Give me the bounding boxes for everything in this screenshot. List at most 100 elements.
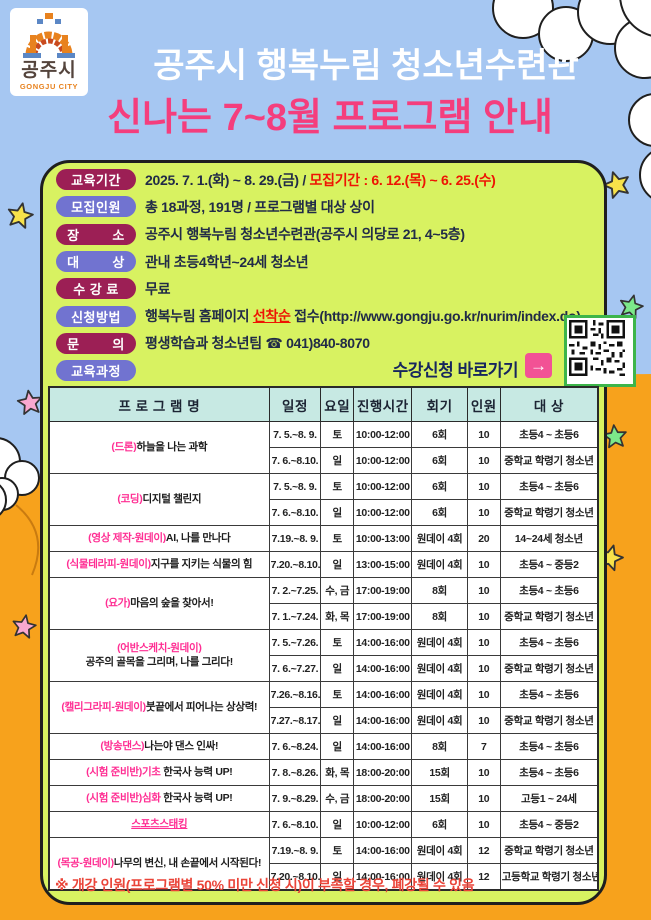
program-name-cell: (시험 준비반)심화 한국사 능력 UP! xyxy=(48,785,270,812)
sessions-cell: 원데이 4회 xyxy=(411,655,468,682)
target-cell: 중학교 학령기 청소년 xyxy=(499,447,599,474)
target-cell: 중학교 학령기 청소년 xyxy=(499,707,599,734)
program-title: 지구를 지키는 식물의 힘 xyxy=(150,557,253,570)
course-row: 7.20.~8.10. 일 14:00-16:00 원데이 4회 12 고등학교 학령기 … xyxy=(49,863,599,891)
program-name-cell: (어반스케치-원데이) 공주의 골목을 그리며, 나를 그리다! xyxy=(48,629,270,682)
course-table-body: (드론)하늘을 나는 과학 7. 5.~8. 9. 토 10:00-12:00 6회 10… xyxy=(48,421,599,891)
sessions-cell: 원데이 4회 xyxy=(411,525,468,552)
program-name-cell: (방송댄스)나는야 댄스 인싸! xyxy=(48,733,270,760)
course-row: 7.27.~8.17. 일 14:00-16:00 원데이 4회 10 중학교 학령기 청… xyxy=(49,707,599,734)
target-cell: 고등학교 학령기 청소년 xyxy=(499,863,599,891)
target-cell: 중학교 학령기 청소년 xyxy=(499,603,599,630)
course-row: (시험 준비반)심화 한국사 능력 UP! 7. 9.~8.29. 수, 금 18:0… xyxy=(48,785,599,812)
time-cell: 17:00-19:00 xyxy=(353,603,413,630)
sessions-cell: 6회 xyxy=(411,499,468,526)
ground-swirl xyxy=(15,504,40,576)
capacity-cell: 7 xyxy=(466,733,501,760)
target-cell: 초등4 ~ 초등6 xyxy=(499,759,599,786)
program-name-cell: (캘리그라피-원데이)붓끝에서 피어나는 상상력! xyxy=(48,681,270,734)
qr-code xyxy=(564,315,636,387)
course-row: 7. 6.~8.10. 일 10:00-12:00 6회 10 중학교 학령기 청소년 xyxy=(49,447,599,474)
capacity-cell: 10 xyxy=(466,577,501,604)
target-cell: 14~24세 청소년 xyxy=(499,525,599,552)
program-category: (캘리그라피-원데이) xyxy=(61,700,146,713)
sessions-cell: 원데이 4회 xyxy=(411,863,468,891)
time-cell: 18:00-20:00 xyxy=(353,785,413,812)
day-cell: 토 xyxy=(320,473,355,500)
target-cell: 초등4 ~ 초등6 xyxy=(499,421,599,448)
sessions-cell: 원데이 4회 xyxy=(411,681,468,708)
course-row: (어반스케치-원데이) 공주의 골목을 그리며, 나를 그리다! 7. 5.~7.2… xyxy=(48,629,599,682)
program-name-cell: (영상 제작-원데이)AI, 나를 만나다 xyxy=(48,525,270,552)
target-cell: 고등1 ~ 24세 xyxy=(499,785,599,812)
schedule-cell: 7.20.~8.10. xyxy=(268,551,322,578)
program-info-panel: 교육기간 2025. 7. 1.(화) ~ 8. 29.(금) / 모집기간 : … xyxy=(40,160,636,905)
day-cell: 화, 목 xyxy=(320,603,355,630)
program-title: 한국사 능력 UP! xyxy=(160,765,233,778)
schedule-cell: 7. 5.~8. 9. xyxy=(268,473,322,500)
day-cell: 일 xyxy=(320,551,355,578)
day-cell: 수, 금 xyxy=(320,785,355,812)
time-cell: 14:00-16:00 xyxy=(353,733,413,760)
qr-pattern xyxy=(569,320,625,376)
time-cell: 10:00-13:00 xyxy=(353,525,413,552)
program-category: (드론) xyxy=(111,440,137,453)
target-cell: 중학교 학령기 청소년 xyxy=(499,655,599,682)
sessions-cell: 원데이 4회 xyxy=(411,629,468,656)
program-title: 한국사 능력 UP! xyxy=(160,791,233,804)
program-category: (영상 제작-원데이) xyxy=(88,531,166,544)
column-header: 회기 xyxy=(411,386,468,422)
schedule-cell: 7. 5.~8. 9. xyxy=(268,421,322,448)
course-table-header-row: 프 로 그 램 명 일정 요일 진행시간 회기 인원 대 상 xyxy=(48,386,599,422)
day-cell: 일 xyxy=(320,447,355,474)
column-header: 일정 xyxy=(268,386,322,422)
target-cell: 초등4 ~ 중등2 xyxy=(499,551,599,578)
course-row: (요가)마음의 숲을 찾아서! 7. 2.~7.25. 수, 금 17:00-19:0… xyxy=(48,577,599,630)
day-cell: 일 xyxy=(320,499,355,526)
time-cell: 13:00-15:00 xyxy=(353,551,413,578)
day-cell: 일 xyxy=(320,733,355,760)
time-cell: 10:00-12:00 xyxy=(353,499,413,526)
program-category: (식물테라피-원데이) xyxy=(66,557,151,570)
course-row: (코딩)디지털 챌린지 7. 5.~8. 9. 토 10:00-12:00 6회 10 초등… xyxy=(48,473,599,526)
day-cell: 토 xyxy=(320,525,355,552)
course-row: (시험 준비반)기초 한국사 능력 UP! 7. 8.~8.26. 화, 목 18:0… xyxy=(48,759,599,786)
sessions-cell: 6회 xyxy=(411,421,468,448)
cloud-top-right xyxy=(492,0,651,199)
sessions-cell: 8회 xyxy=(411,577,468,604)
sessions-cell: 15회 xyxy=(411,759,468,786)
target-cell: 초등4 ~ 초등6 xyxy=(499,473,599,500)
capacity-cell: 20 xyxy=(466,525,501,552)
day-cell: 일 xyxy=(320,811,355,838)
time-cell: 14:00-16:00 xyxy=(353,707,413,734)
sessions-cell: 8회 xyxy=(411,733,468,760)
time-cell: 18:00-20:00 xyxy=(353,759,413,786)
schedule-cell: 7. 6.~8.24. xyxy=(268,733,322,760)
course-table: 프 로 그 램 명 일정 요일 진행시간 회기 인원 대 상 (드론)하늘을 나는 과학 7.… xyxy=(48,386,599,891)
capacity-cell: 12 xyxy=(466,863,501,891)
info-badge: 모집인원 xyxy=(56,196,136,218)
program-title: 나는야 댄스 인싸! xyxy=(144,739,219,752)
day-cell: 토 xyxy=(320,837,355,864)
cloud-left xyxy=(0,437,40,516)
schedule-cell: 7. 6.~7.27. xyxy=(268,655,322,682)
program-name-cell: (드론)하늘을 나는 과학 xyxy=(48,421,270,474)
time-cell: 14:00-16:00 xyxy=(353,863,413,891)
course-row: 7. 1.~7.24. 화, 목 17:00-19:00 8회 10 중학교 학령기 청소… xyxy=(49,603,599,630)
time-cell: 10:00-12:00 xyxy=(353,421,413,448)
time-cell: 14:00-16:00 xyxy=(353,629,413,656)
capacity-cell: 10 xyxy=(466,707,501,734)
program-name-cell: (시험 준비반)기초 한국사 능력 UP! xyxy=(48,759,270,786)
capacity-cell: 10 xyxy=(466,655,501,682)
sessions-cell: 원데이 4회 xyxy=(411,707,468,734)
schedule-cell: 7. 5.~7.26. xyxy=(268,629,322,656)
sessions-cell: 6회 xyxy=(411,811,468,838)
time-cell: 10:00-12:00 xyxy=(353,473,413,500)
apply-link-label: 수강신청 바로가기 xyxy=(392,361,519,380)
column-header: 인원 xyxy=(466,386,501,422)
time-cell: 17:00-19:00 xyxy=(353,577,413,604)
sessions-cell: 원데이 4회 xyxy=(411,837,468,864)
target-cell: 초등4 ~ 초등6 xyxy=(499,629,599,656)
info-row: 신청방법 행복누림 홈페이지 선착순 접수(http://www.gongju.g… xyxy=(56,302,596,329)
day-cell: 일 xyxy=(320,707,355,734)
